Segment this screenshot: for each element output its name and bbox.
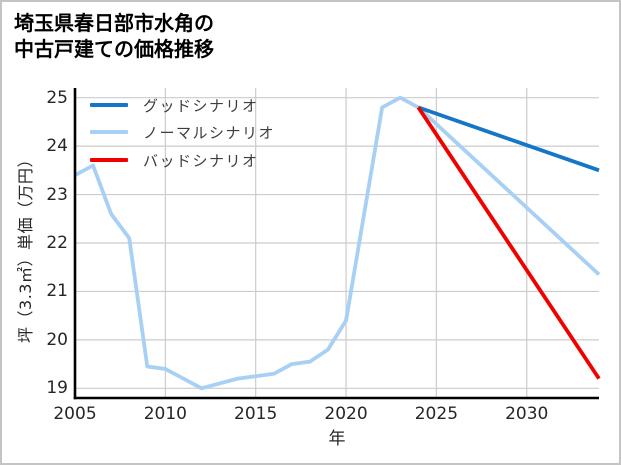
good-scenario-line-swatch (90, 103, 128, 107)
y-tick-label: 21 (46, 281, 68, 302)
y-tick-label: 25 (46, 87, 68, 108)
y-tick-label: 20 (46, 329, 68, 350)
x-axis-label: 年 (328, 429, 346, 449)
y-tick-label: 19 (46, 378, 68, 399)
normal-scenario-line (74, 95, 601, 391)
x-tick-label: 2030 (505, 404, 549, 424)
legend-label-normal-scenario: ノーマルシナリオ (143, 123, 276, 142)
legend-item-bad-scenario: バッドシナリオ (90, 151, 259, 170)
x-tick-label: 2005 (53, 404, 97, 424)
good-scenario-line (417, 105, 600, 173)
bad-scenario-line-swatch (90, 158, 128, 162)
y-tick-label: 24 (46, 136, 68, 157)
chart-title-line-1: 埼玉県春日部市水角の (14, 11, 214, 35)
y-tick-label: 23 (46, 184, 68, 205)
chart-title: 埼玉県春日部市水角の 中古戸建ての価格推移 (14, 10, 214, 63)
legend-label-good-scenario: グッドシナリオ (143, 96, 259, 115)
x-tick-label: 2020 (324, 404, 368, 424)
bad-scenario-line (416, 106, 601, 380)
legend-label-bad-scenario: バッドシナリオ (143, 151, 259, 170)
chart-title-line-2: 中古戸建ての価格推移 (14, 37, 214, 62)
x-tick-label: 2025 (414, 404, 459, 424)
legend-item-normal-scenario: ノーマルシナリオ (90, 123, 276, 142)
x-tick-label: 2015 (234, 404, 278, 424)
legend-item-good-scenario: グッドシナリオ (90, 96, 259, 115)
normal-scenario-line-swatch (90, 130, 128, 134)
y-tick-label: 22 (46, 233, 68, 253)
x-tick-label: 2010 (143, 404, 187, 424)
